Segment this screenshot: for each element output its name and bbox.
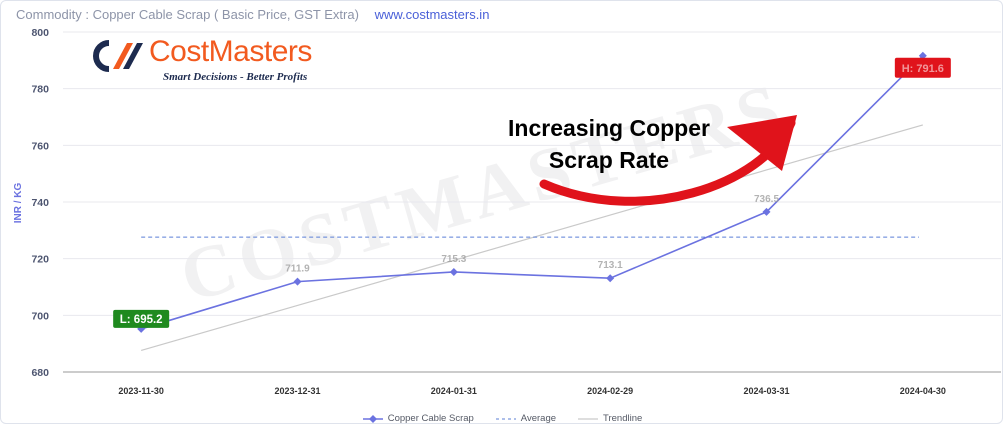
x-tick-label: 2024-04-30 — [900, 386, 946, 396]
data-label: 715.3 — [441, 254, 466, 265]
series-line — [141, 56, 923, 329]
x-tick-label: 2023-12-31 — [274, 386, 320, 396]
legend-item-trendline[interactable]: Trendline — [578, 413, 642, 424]
legend-item-average[interactable]: Average — [496, 413, 556, 424]
chart-legend: Copper Cable Scrap Average Trendline — [1, 413, 1003, 424]
y-axis-label: INR / KG — [13, 183, 24, 224]
low-badge-label: L: 695.2 — [120, 314, 163, 326]
legend-item-series[interactable]: Copper Cable Scrap — [363, 413, 474, 424]
legend-label-trendline: Trendline — [603, 413, 642, 424]
x-tick-label: 2024-02-29 — [587, 386, 633, 396]
legend-label-average: Average — [521, 413, 556, 424]
legend-series-marker — [363, 414, 383, 424]
data-label: 736.5 — [754, 194, 779, 205]
y-tick-label: 680 — [31, 367, 49, 379]
y-tick-label: 760 — [31, 140, 49, 152]
data-point — [606, 274, 614, 282]
trend-annotation: Increasing Copper Scrap Rate — [479, 112, 739, 176]
data-label: 711.9 — [285, 264, 310, 275]
y-tick-label: 740 — [31, 197, 49, 209]
high-badge-label: H: 791.6 — [902, 63, 944, 75]
y-tick-label: 800 — [31, 27, 49, 39]
data-point — [450, 268, 458, 276]
legend-trendline-marker — [578, 414, 598, 424]
y-tick-label: 700 — [31, 310, 49, 322]
data-point — [294, 278, 302, 286]
y-tick-label: 720 — [31, 254, 49, 266]
x-tick-label: 2024-03-31 — [743, 386, 789, 396]
y-tick-label: 780 — [31, 84, 49, 96]
data-label: 713.1 — [598, 260, 623, 271]
legend-label-series: Copper Cable Scrap — [388, 413, 474, 424]
x-tick-label: 2023-11-30 — [118, 386, 164, 396]
x-tick-label: 2024-01-31 — [431, 386, 477, 396]
legend-average-marker — [496, 414, 516, 424]
